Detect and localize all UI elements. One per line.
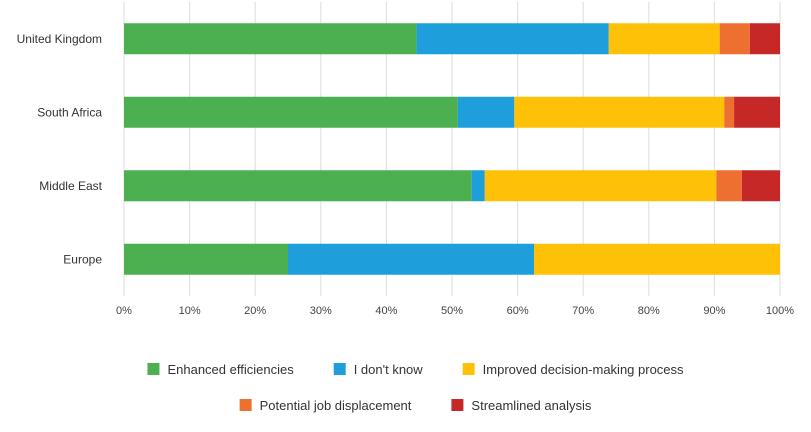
category-label-south-africa: South Africa bbox=[37, 105, 102, 119]
category-label-united-kingdom: United Kingdom bbox=[17, 32, 102, 46]
legend-label-i-don-t-know: I don't know bbox=[354, 362, 424, 377]
category-label-europe: Europe bbox=[63, 252, 102, 266]
bar-europe-improved-decision-making-process bbox=[534, 243, 780, 275]
bar-middle-east-streamlined-analysis bbox=[741, 170, 780, 202]
x-tick-label: 30% bbox=[310, 305, 332, 317]
x-tick-label: 20% bbox=[244, 305, 266, 317]
legend-label-streamlined-analysis: Streamlined analysis bbox=[471, 398, 591, 413]
legend-swatch-enhanced-efficiencies bbox=[147, 363, 160, 375]
bar-united-kingdom-enhanced-efficiencies bbox=[124, 23, 417, 55]
category-label-middle-east: Middle East bbox=[39, 179, 102, 193]
legend-swatch-i-don-t-know bbox=[333, 363, 346, 375]
bars bbox=[124, 23, 780, 275]
bar-south-africa-potential-job-displacement bbox=[724, 96, 735, 128]
bar-europe-enhanced-efficiencies bbox=[124, 243, 288, 275]
bar-middle-east-potential-job-displacement bbox=[716, 170, 742, 202]
bar-united-kingdom-streamlined-analysis bbox=[749, 23, 780, 55]
x-tick-label: 10% bbox=[179, 305, 201, 317]
bar-south-africa-enhanced-efficiencies bbox=[124, 96, 458, 128]
x-tick-label: 100% bbox=[766, 305, 794, 317]
x-tick-labels: 0% 10% 20% 30% 40% 50% 60% 70% 80% 90% 100% bbox=[116, 305, 794, 317]
bar-south-africa-streamlined-analysis bbox=[734, 96, 780, 128]
bar-europe-i-don-t-know bbox=[288, 243, 534, 275]
legend-label-potential-job-displacement: Potential job displacement bbox=[260, 398, 412, 413]
legend-swatch-streamlined-analysis bbox=[451, 399, 464, 411]
legend-swatch-improved-decision-making-process bbox=[462, 363, 475, 375]
x-tick-label: 40% bbox=[375, 305, 397, 317]
bar-united-kingdom-improved-decision-making-process bbox=[608, 23, 720, 55]
bar-middle-east-improved-decision-making-process bbox=[484, 170, 717, 202]
x-tick-label: 0% bbox=[116, 305, 132, 317]
bar-middle-east-i-don-t-know bbox=[471, 170, 485, 202]
bar-south-africa-improved-decision-making-process bbox=[514, 96, 725, 128]
x-tick-label: 90% bbox=[703, 305, 725, 317]
legend-swatch-potential-job-displacement bbox=[239, 399, 252, 411]
category-labels: United Kingdom South Africa Middle East Eur… bbox=[17, 32, 103, 267]
bar-south-africa-i-don-t-know bbox=[457, 96, 515, 128]
x-tick-label: 70% bbox=[572, 305, 594, 317]
bar-united-kingdom-potential-job-displacement bbox=[719, 23, 750, 55]
legend-label-enhanced-efficiencies: Enhanced efficiencies bbox=[167, 362, 294, 377]
x-tick-label: 60% bbox=[507, 305, 529, 317]
bar-middle-east-enhanced-efficiencies bbox=[124, 170, 472, 202]
legend: Enhanced efficiencies I don't know Improve… bbox=[147, 362, 684, 413]
x-tick-label: 80% bbox=[638, 305, 660, 317]
bar-united-kingdom-i-don-t-know bbox=[416, 23, 609, 55]
legend-label-improved-decision-making-process: Improved decision-making process bbox=[483, 362, 684, 377]
x-tick-label: 50% bbox=[441, 305, 463, 317]
